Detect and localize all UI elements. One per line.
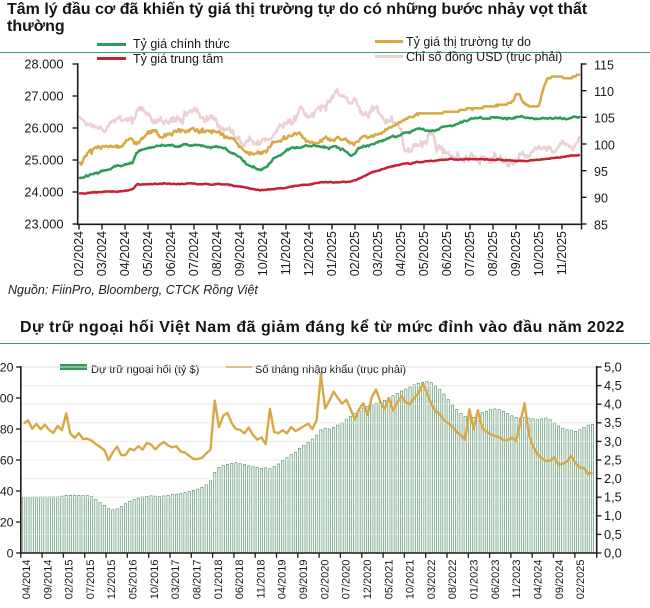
svg-text:02/2025: 02/2025: [575, 560, 587, 600]
svg-text:2,0: 2,0: [604, 471, 622, 486]
svg-text:4,5: 4,5: [604, 378, 622, 393]
svg-text:10/2016: 10/2016: [149, 560, 161, 600]
svg-text:28.000: 28.000: [24, 56, 63, 71]
svg-text:01/2018: 01/2018: [213, 560, 225, 600]
svg-text:3,0: 3,0: [604, 434, 622, 449]
svg-text:02/2024: 02/2024: [72, 231, 86, 276]
svg-text:100: 100: [0, 391, 14, 405]
svg-text:08/2022: 08/2022: [447, 560, 459, 600]
svg-text:24.000: 24.000: [24, 184, 63, 199]
svg-text:04/2024: 04/2024: [532, 560, 544, 600]
svg-text:26.000: 26.000: [24, 120, 63, 135]
svg-text:115: 115: [594, 58, 614, 72]
svg-text:11/2025: 11/2025: [555, 231, 569, 275]
svg-text:02/2025: 02/2025: [348, 231, 362, 276]
svg-text:85: 85: [594, 218, 608, 232]
svg-text:95: 95: [594, 165, 608, 179]
svg-text:80: 80: [0, 422, 14, 436]
svg-text:03/2025: 03/2025: [371, 231, 385, 276]
svg-text:11/2023: 11/2023: [511, 560, 523, 599]
svg-text:4,0: 4,0: [604, 397, 622, 412]
svg-text:12/2024: 12/2024: [302, 231, 316, 276]
svg-text:10/2021: 10/2021: [405, 560, 417, 600]
svg-text:40: 40: [0, 484, 14, 498]
svg-text:09/2024: 09/2024: [233, 231, 247, 276]
svg-text:07/2024: 07/2024: [187, 231, 201, 276]
svg-text:60: 60: [0, 453, 14, 467]
svg-text:01/2023: 01/2023: [469, 560, 481, 600]
svg-text:100: 100: [594, 138, 615, 152]
svg-text:06/2018: 06/2018: [234, 560, 246, 600]
svg-text:09/2014: 09/2014: [42, 560, 54, 600]
svg-text:1,5: 1,5: [604, 490, 622, 505]
svg-text:09/2025: 09/2025: [509, 231, 523, 276]
svg-text:10/2025: 10/2025: [532, 231, 546, 276]
svg-text:0,0: 0,0: [604, 545, 622, 560]
svg-text:03/2022: 03/2022: [426, 560, 438, 600]
svg-text:110: 110: [594, 85, 614, 99]
svg-text:08/2025: 08/2025: [486, 231, 500, 276]
svg-text:120: 120: [0, 360, 14, 374]
svg-text:2,5: 2,5: [604, 452, 622, 467]
svg-text:04/2024: 04/2024: [118, 231, 132, 276]
svg-text:12/2015: 12/2015: [106, 560, 118, 600]
svg-text:27.000: 27.000: [24, 88, 63, 103]
svg-text:09/2024: 09/2024: [554, 560, 566, 600]
svg-text:105: 105: [594, 112, 615, 126]
svg-text:05/2021: 05/2021: [383, 560, 395, 600]
svg-text:0: 0: [7, 546, 14, 560]
svg-text:02/2015: 02/2015: [64, 560, 76, 600]
svg-text:11/2024: 11/2024: [279, 231, 293, 275]
svg-text:07/2025: 07/2025: [463, 231, 477, 276]
svg-text:3,5: 3,5: [604, 415, 622, 430]
svg-text:1,0: 1,0: [604, 508, 622, 523]
svg-text:07/2020: 07/2020: [341, 560, 353, 600]
svg-text:12/2020: 12/2020: [362, 560, 374, 600]
svg-text:06/2024: 06/2024: [164, 231, 178, 276]
svg-text:05/2016: 05/2016: [128, 560, 140, 600]
svg-text:09/2019: 09/2019: [298, 560, 310, 600]
svg-text:90: 90: [594, 192, 608, 206]
svg-text:03/2017: 03/2017: [170, 560, 182, 600]
svg-text:06/2023: 06/2023: [490, 560, 502, 600]
svg-text:0,5: 0,5: [604, 527, 622, 542]
svg-text:05/2025: 05/2025: [417, 231, 431, 276]
svg-text:08/2017: 08/2017: [192, 560, 204, 600]
svg-text:5,0: 5,0: [604, 359, 622, 374]
svg-text:23.000: 23.000: [24, 216, 63, 231]
svg-text:08/2024: 08/2024: [210, 231, 224, 276]
svg-text:07/2015: 07/2015: [85, 560, 97, 600]
svg-text:04/2025: 04/2025: [394, 231, 408, 276]
svg-text:06/2025: 06/2025: [440, 231, 454, 276]
svg-text:11/2018: 11/2018: [255, 560, 267, 599]
svg-text:04/2019: 04/2019: [277, 560, 289, 600]
svg-text:02/2020: 02/2020: [319, 560, 331, 600]
svg-text:10/2024: 10/2024: [256, 231, 270, 276]
svg-text:03/2024: 03/2024: [95, 231, 109, 276]
svg-text:20: 20: [0, 515, 14, 529]
svg-text:25.000: 25.000: [24, 152, 63, 167]
svg-text:04/2014: 04/2014: [21, 560, 33, 600]
svg-text:01/2025: 01/2025: [325, 231, 339, 276]
svg-text:05/2024: 05/2024: [141, 231, 155, 276]
